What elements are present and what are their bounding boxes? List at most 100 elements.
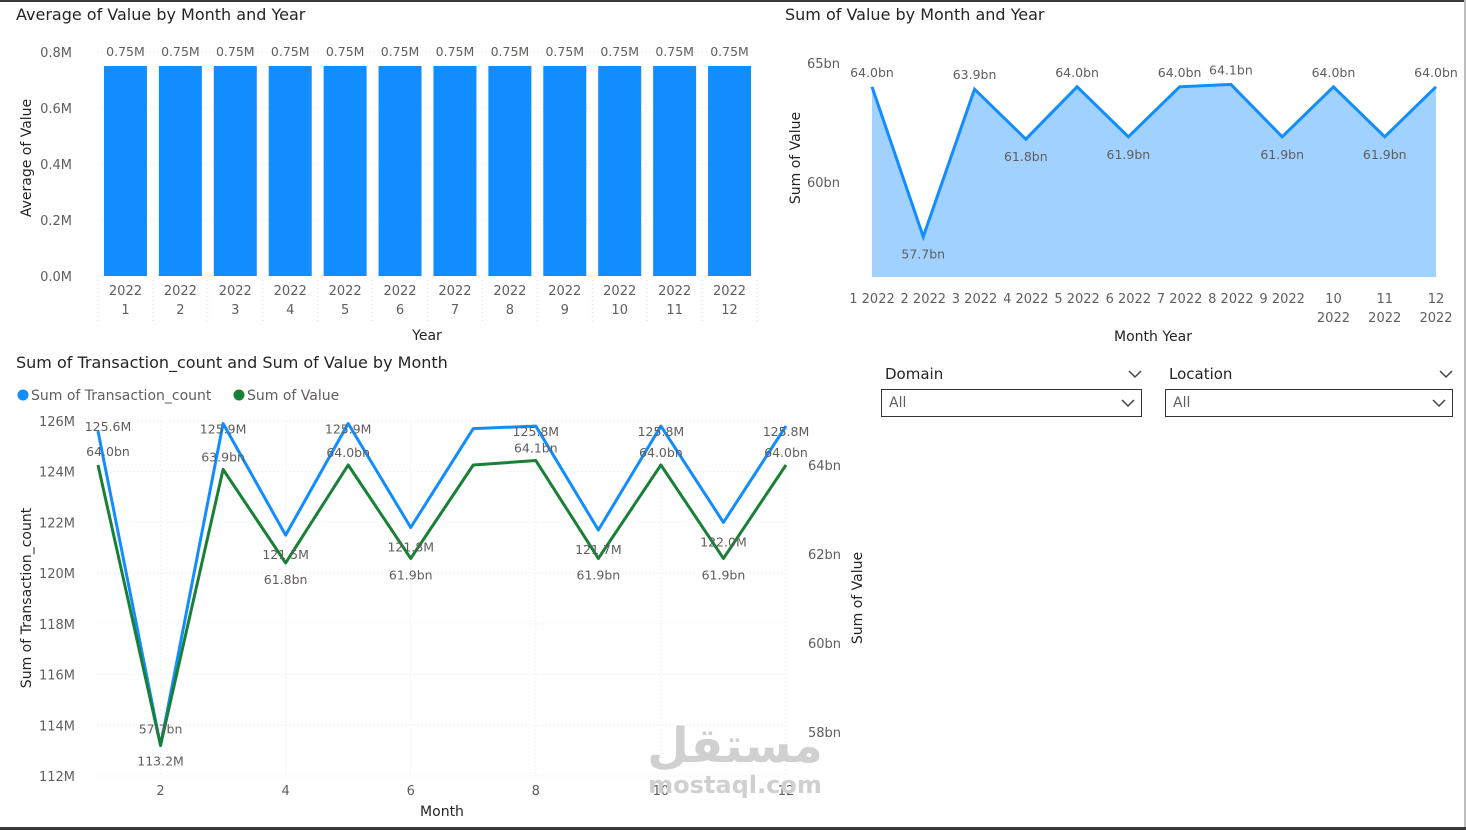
sum-value-area-chart[interactable]: Sum of Value by Month and Year 60bn65bn … [785, 5, 1458, 345]
bar[interactable] [158, 66, 202, 276]
domain-slicer-label: Domain [885, 365, 944, 383]
chevron-down-icon[interactable] [1439, 369, 1453, 379]
combo-x-tick-label: 10 [653, 784, 670, 799]
bar-data-label: 0.75M [491, 44, 530, 59]
bar-data-label: 0.75M [545, 44, 584, 59]
bar-x-tick-year: 2022 [713, 284, 746, 299]
combo-y-tick-label: 126M [39, 415, 75, 430]
bar[interactable] [268, 66, 312, 276]
bar-data-label: 0.75M [710, 44, 749, 59]
combo-data-label: 61.8bn [264, 572, 308, 587]
legend-marker [233, 389, 245, 401]
bar-x-tick-month: 4 [286, 303, 294, 318]
bar-chart-y-axis-title: Average of Value [19, 99, 35, 217]
combo-chart-y-axis-title: Sum of Transaction_count [19, 507, 35, 688]
area-fill [872, 84, 1436, 277]
area-x-tick-label-year: 2022 [1317, 311, 1350, 326]
domain-dropdown-value: All [889, 395, 907, 411]
chevron-down-icon [1432, 399, 1446, 408]
bar[interactable] [653, 66, 697, 276]
combo-y-tick-label: 112M [39, 770, 75, 785]
combo-y-tick-label: 124M [39, 466, 75, 481]
bar[interactable] [213, 66, 257, 276]
area-data-label: 61.9bn [1260, 147, 1304, 162]
combo-data-label: 125.6M [85, 419, 132, 434]
combo-y-tick-label: 114M [39, 719, 75, 734]
combo-y2-tick-label: 58bn [808, 726, 841, 741]
combo-y-tick-label: 122M [39, 516, 75, 531]
combo-data-label: 125.8M [513, 424, 560, 439]
area-data-label: 64.0bn [850, 65, 894, 80]
bar-y-tick-label: 0.6M [40, 102, 72, 117]
domain-dropdown[interactable]: All [881, 389, 1142, 417]
combo-chart-x-axis-title: Month [420, 804, 464, 820]
bar-y-tick-label: 0.2M [40, 214, 72, 229]
bar-x-tick-month: 5 [341, 303, 349, 318]
area-x-tick-label: 10 [1325, 292, 1342, 307]
bar-chart-x-axis-title: Year [411, 328, 442, 344]
right-border [1464, 0, 1466, 830]
area-data-label: 61.9bn [1107, 147, 1151, 162]
area-x-tick-label: 7 2022 [1157, 292, 1203, 307]
bar-x-tick-month: 1 [121, 303, 129, 318]
combo-y2-tick-label: 62bn [808, 548, 841, 563]
combo-data-label: 64.0bn [86, 444, 130, 459]
bar-x-tick-month: 9 [561, 303, 569, 318]
combo-series-line[interactable] [96, 422, 788, 748]
bar-x-tick-year: 2022 [383, 284, 416, 299]
domain-slicer: Domain All [881, 363, 1142, 417]
combo-data-label: 61.9bn [702, 567, 746, 582]
bar[interactable] [543, 66, 587, 276]
bar-x-tick-month: 3 [231, 303, 239, 318]
area-data-label: 57.7bn [901, 247, 945, 262]
area-y-tick-label: 60bn [807, 176, 840, 191]
bar-data-label: 0.75M [655, 44, 694, 59]
chevron-down-icon[interactable] [1128, 369, 1142, 379]
area-data-label: 64.1bn [1209, 62, 1253, 77]
combo-x-tick-label: 8 [532, 784, 540, 799]
combo-data-label: 64.0bn [326, 445, 370, 460]
area-x-tick-label: 1 2022 [849, 292, 895, 307]
combo-series-line[interactable] [96, 459, 788, 747]
bar-x-tick-year: 2022 [274, 284, 307, 299]
combo-data-label: 125.9M [325, 422, 372, 437]
area-x-tick-label: 6 2022 [1106, 292, 1152, 307]
area-x-tick-label: 8 2022 [1208, 292, 1254, 307]
combo-data-label: 113.2M [137, 754, 184, 769]
bar[interactable] [598, 66, 642, 276]
combo-data-label: 121.5M [262, 547, 309, 562]
bar-x-tick-month: 10 [611, 303, 628, 318]
combo-data-label: 121.7M [575, 542, 622, 557]
combo-data-label: 64.1bn [514, 441, 558, 456]
combo-y-tick-label: 116M [39, 669, 75, 684]
bar-data-label: 0.75M [161, 44, 200, 59]
bar[interactable] [378, 66, 422, 276]
area-x-tick-label-year: 2022 [1419, 311, 1452, 326]
average-value-bar-chart[interactable]: Average of Value by Month and Year 0.0M 0… [16, 5, 758, 344]
area-chart-title: Sum of Value by Month and Year [785, 5, 1045, 24]
bar[interactable] [708, 66, 752, 276]
area-data-label: 61.8bn [1004, 149, 1048, 164]
bar-x-tick-month: 6 [396, 303, 404, 318]
bar-data-label: 0.75M [106, 44, 145, 59]
transaction-value-line-chart[interactable]: Sum of Transaction_count and Sum of Valu… [16, 353, 866, 820]
combo-data-label: 64.0bn [639, 445, 683, 460]
watermark: مستقل mostaql.com [640, 720, 830, 798]
location-dropdown[interactable]: All [1165, 389, 1453, 417]
bar[interactable] [433, 66, 477, 276]
area-data-label: 64.0bn [1312, 65, 1356, 80]
bar[interactable] [103, 66, 147, 276]
combo-data-label: 125.8M [638, 424, 685, 439]
area-x-tick-label: 4 2022 [1003, 292, 1049, 307]
bar[interactable] [323, 66, 367, 276]
bar-data-label: 0.75M [326, 44, 365, 59]
combo-chart-title: Sum of Transaction_count and Sum of Valu… [16, 353, 448, 373]
area-x-tick-label: 2 2022 [901, 292, 947, 307]
bar[interactable] [488, 66, 532, 276]
bar-x-tick-year: 2022 [603, 284, 636, 299]
combo-data-label: 64.0bn [764, 445, 808, 460]
bar-data-label: 0.75M [216, 44, 255, 59]
bar-x-tick-year: 2022 [493, 284, 526, 299]
area-data-label: 64.0bn [1158, 65, 1202, 80]
combo-y2-tick-label: 64bn [808, 459, 841, 474]
